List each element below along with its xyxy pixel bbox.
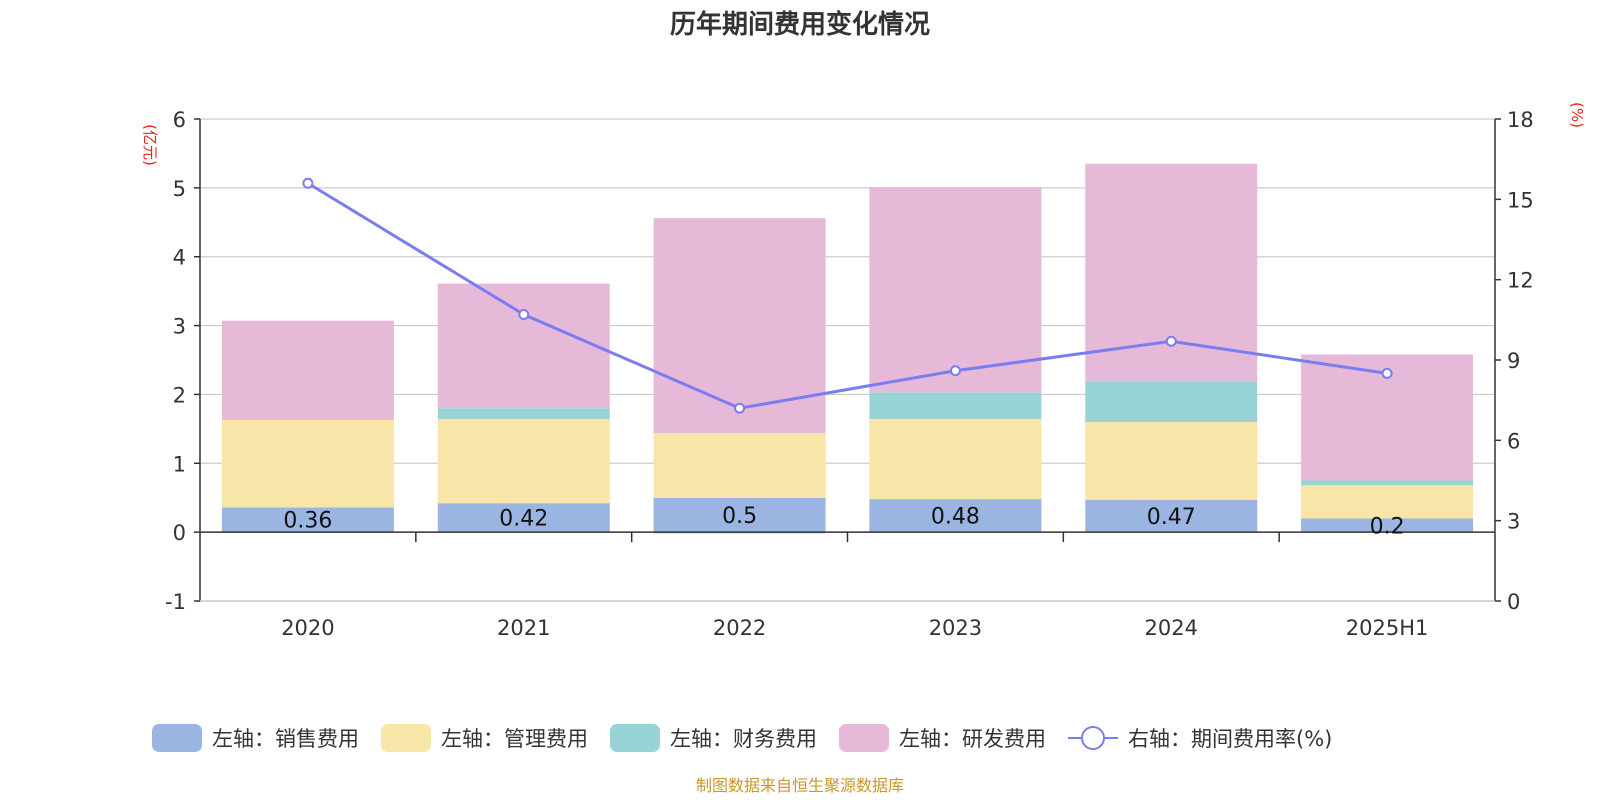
x-tick-label: 2025H1 [1346, 616, 1429, 640]
bar-segment [653, 497, 826, 533]
bar-segment [437, 503, 610, 533]
legend-color-swatch [381, 724, 431, 752]
bar-segment [653, 432, 826, 498]
right-tick-label: 0 [1507, 590, 1520, 614]
legend-color-swatch [610, 724, 660, 752]
bar-segment [1301, 518, 1474, 533]
bar-segment [869, 419, 1042, 500]
bar-segment [1301, 485, 1474, 519]
bar-segment [1085, 381, 1258, 422]
left-tick-label: 3 [173, 315, 186, 339]
right-tick-label: 12 [1507, 269, 1534, 293]
rate-point [1381, 367, 1393, 379]
x-tick-label: 2021 [497, 616, 550, 640]
right-tick-label: 6 [1507, 429, 1520, 453]
legend-item: 右轴：期间费用率(%) [1068, 726, 1332, 751]
right-axis-unit: (%) [1568, 102, 1586, 128]
bar-data-label: 0.47 [1147, 505, 1196, 530]
source-note: 制图数据来自恒生聚源数据库 [696, 776, 904, 795]
legend-label: 左轴：财务费用 [670, 727, 817, 751]
bar-data-labels: 0.36 0.42 0.5 0.48 0.47 0.2 [283, 504, 1404, 539]
rate-line [302, 177, 1393, 414]
right-tick-label: 18 [1507, 108, 1534, 132]
legend-item: 左轴：销售费用 [152, 724, 359, 752]
left-axis-unit: (亿元) [141, 124, 159, 166]
bar-segment [437, 419, 610, 504]
right-tick-label: 15 [1507, 188, 1534, 212]
bar-segment [437, 408, 610, 420]
bar-data-label: 0.5 [722, 504, 757, 529]
rate-point [518, 308, 530, 320]
left-tick-label: 5 [173, 177, 186, 201]
legend-color-swatch [152, 724, 202, 752]
bar-segment [1301, 480, 1474, 486]
left-tick-label: -1 [165, 590, 186, 614]
right-tick-label: 9 [1507, 349, 1520, 373]
bar-segment [869, 499, 1042, 533]
legend-label: 左轴：销售费用 [212, 727, 359, 751]
x-tick-label: 2024 [1145, 616, 1198, 640]
bars [221, 163, 1474, 534]
rate-point [734, 402, 746, 414]
bar-segment [869, 187, 1042, 393]
legend-marker-swatch [1081, 726, 1105, 750]
bar-data-label: 0.2 [1370, 514, 1405, 539]
rate-point [302, 177, 314, 189]
legend: 左轴：销售费用 左轴：管理费用 左轴：财务费用 左轴：研发费用 右轴：期间费用率(%) [152, 724, 1332, 752]
bar-data-label: 0.48 [931, 505, 980, 530]
bar-segment [221, 507, 394, 533]
bar-segment [1085, 421, 1258, 500]
x-tick-label: 2020 [281, 616, 334, 640]
legend-item: 左轴：研发费用 [839, 724, 1046, 752]
legend-label: 左轴：管理费用 [441, 727, 588, 751]
bar-segment [1085, 499, 1258, 533]
legend-label: 右轴：期间费用率(%) [1128, 727, 1332, 751]
bar-data-label: 0.36 [283, 509, 332, 534]
left-tick-label: 6 [173, 108, 186, 132]
left-tick-label: 1 [173, 452, 186, 476]
legend-item: 左轴：财务费用 [610, 724, 817, 752]
rate-point [1165, 335, 1177, 347]
legend-item: 左轴：管理费用 [381, 724, 588, 752]
rate-point [949, 365, 961, 377]
chart-title: 历年期间费用变化情况 [670, 9, 930, 40]
x-tick-label: 2023 [929, 616, 982, 640]
bar-segment [221, 320, 394, 420]
left-tick-label: 2 [173, 383, 186, 407]
left-tick-label: 4 [173, 246, 186, 270]
bar-segment [653, 218, 826, 433]
legend-label: 左轴：研发费用 [899, 727, 1046, 751]
gridlines [200, 118, 1495, 602]
x-tick-label: 2022 [713, 616, 766, 640]
legend-color-swatch [839, 724, 889, 752]
bar-data-label: 0.42 [499, 507, 548, 532]
right-tick-label: 3 [1507, 510, 1520, 534]
left-tick-label: 0 [173, 521, 186, 545]
rate-line-path [307, 181, 1388, 410]
bar-segment [437, 283, 610, 409]
bar-segment [221, 419, 394, 508]
bar-segment [869, 392, 1042, 420]
